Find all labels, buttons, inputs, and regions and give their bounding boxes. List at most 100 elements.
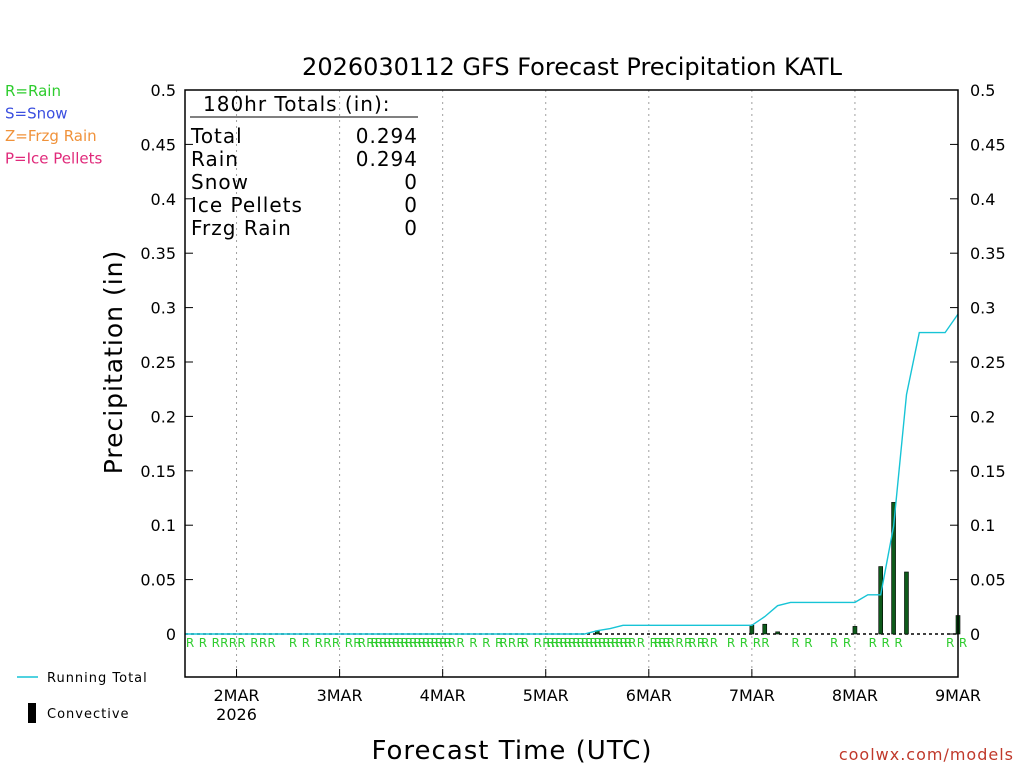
precip-type-mark: R [259, 636, 267, 650]
precip-type-mark: R [482, 636, 490, 650]
precip-type-mark: R [353, 636, 361, 650]
precip-type-mark: R [508, 636, 516, 650]
ptype-legend-item: Z=Frzg Rain [5, 127, 97, 145]
y-tick-label: 0.5 [151, 81, 176, 100]
precip-type-mark: R [267, 636, 275, 650]
precip-type-mark: R [392, 636, 400, 650]
precip-type-mark: R [315, 636, 323, 650]
totals-box: 180hr Totals (in): Total 0.294 Rain 0.294 Sno… [190, 92, 418, 240]
precip-type-mark: R [697, 636, 705, 650]
precip-type-mark: R [663, 636, 671, 650]
precip-type-mark: R [418, 636, 426, 650]
precip-type-mark: R [431, 636, 439, 650]
precip-type-mark: R [688, 636, 696, 650]
precip-type-mark: R [443, 636, 451, 650]
plot-border [184, 89, 959, 678]
precip-type-mark: R [572, 636, 580, 650]
precip-type-mark: R [542, 636, 550, 650]
convective-legend-swatch [28, 703, 36, 723]
y-tick-label: 0.15 [140, 462, 176, 481]
precip-type-mark: R [804, 636, 812, 650]
precip-type-mark: R [710, 636, 718, 650]
y-tick-label: 0 [970, 625, 980, 644]
running-total-series [185, 313, 959, 635]
convective-bar [878, 566, 884, 635]
precip-type-mark: R [628, 636, 636, 650]
totals-row-value: 0.294 [356, 147, 418, 171]
precip-type-mark: R [439, 636, 447, 650]
y-tick-label: 0.2 [151, 407, 176, 426]
y-axis-right: 0 0.05 0.1 0.15 0.2 0.25 0.3 0.35 0.4 0.45 0.5 [950, 81, 1006, 644]
precip-type-mark: R [332, 636, 340, 650]
precip-type-mark: R [594, 636, 602, 650]
precip-type-mark: R [499, 636, 507, 650]
ptype-legend-item: S=Snow [5, 105, 68, 123]
y-tick-label: 0.45 [970, 135, 1006, 154]
precip-type-mark: R [590, 636, 598, 650]
precip-type-mark: R [521, 636, 529, 650]
y-axis-left: 0 0.05 0.1 0.15 0.2 0.25 0.3 0.35 0.4 0.45 0.5 [140, 81, 193, 644]
x-tick-label: 2MAR [214, 686, 260, 705]
precip-type-mark: R [555, 636, 563, 650]
precip-type-mark: R [894, 636, 902, 650]
precip-type-mark: R [581, 636, 589, 650]
y-axis-label: Precipitation (in) [99, 250, 128, 475]
y-tick-label: 0.45 [140, 135, 176, 154]
precip-type-mark: R [366, 636, 374, 650]
precip-type-mark: R [882, 636, 890, 650]
y-tick-label: 0.5 [970, 81, 995, 100]
precip-type-mark: R [869, 636, 877, 650]
precip-type-mark: R [495, 636, 503, 650]
y-tick-label: 0.35 [140, 244, 176, 263]
ptype-legend-item: R=Rain [5, 82, 61, 100]
x-tick-sublabel: 2026 [216, 705, 257, 724]
precip-type-mark: R [684, 636, 692, 650]
y-tick-label: 0.35 [970, 244, 1006, 263]
convective-legend-label: Convective [47, 707, 130, 722]
precip-type-mark: R [959, 636, 967, 650]
precip-type-mark: R [650, 636, 658, 650]
convective-bar [904, 571, 909, 635]
series-legend: Running Total Convective [17, 671, 147, 723]
precip-type-mark: R [323, 636, 331, 650]
precip-type-mark: R [448, 636, 456, 650]
precip-type-mark: R [534, 636, 542, 650]
precip-type-mark: R [456, 636, 464, 650]
x-tick-label: 8MAR [832, 686, 878, 705]
precip-type-mark: R [422, 636, 430, 650]
precip-type-mark: R [843, 636, 851, 650]
y-tick-label: 0.2 [970, 407, 995, 426]
precip-type-mark: R [830, 636, 838, 650]
y-tick-label: 0.25 [140, 353, 176, 372]
totals-row-label: Snow [191, 170, 249, 194]
precip-type-mark: R [946, 636, 954, 650]
precip-type-mark: R [598, 636, 606, 650]
precip-type-mark: R [701, 636, 709, 650]
convective-bar [749, 624, 755, 635]
precip-type-mark: R [791, 636, 799, 650]
y-tick-label: 0.4 [970, 190, 995, 209]
precip-type-mark: R [615, 636, 623, 650]
precip-type-mark: R [302, 636, 310, 650]
precip-type-mark: R [675, 636, 683, 650]
x-tick-label: 5MAR [523, 686, 569, 705]
precip-type-mark: R [289, 636, 297, 650]
convective-bar [775, 631, 780, 635]
y-tick-label: 0.05 [140, 571, 176, 590]
y-tick-label: 0.4 [151, 190, 176, 209]
precip-type-mark: R [358, 636, 366, 650]
credit-text: coolwx.com/models [839, 745, 1014, 764]
precip-type-mark: R [405, 636, 413, 650]
y-tick-label: 0.1 [151, 516, 176, 535]
totals-row-label: Ice Pellets [191, 193, 303, 217]
x-tick-label: 4MAR [420, 686, 466, 705]
totals-row-label: Rain [191, 147, 239, 171]
totals-row-value: 0 [404, 170, 418, 194]
x-tick-label: 9MAR [935, 686, 981, 705]
precip-type-mark: R [409, 636, 417, 650]
precip-type-mark: R [383, 636, 391, 650]
precip-type-mark: R [727, 636, 735, 650]
totals-row-value: 0.294 [356, 124, 418, 148]
precip-type-mark: R [345, 636, 353, 650]
precip-type-mark: R [654, 636, 662, 650]
